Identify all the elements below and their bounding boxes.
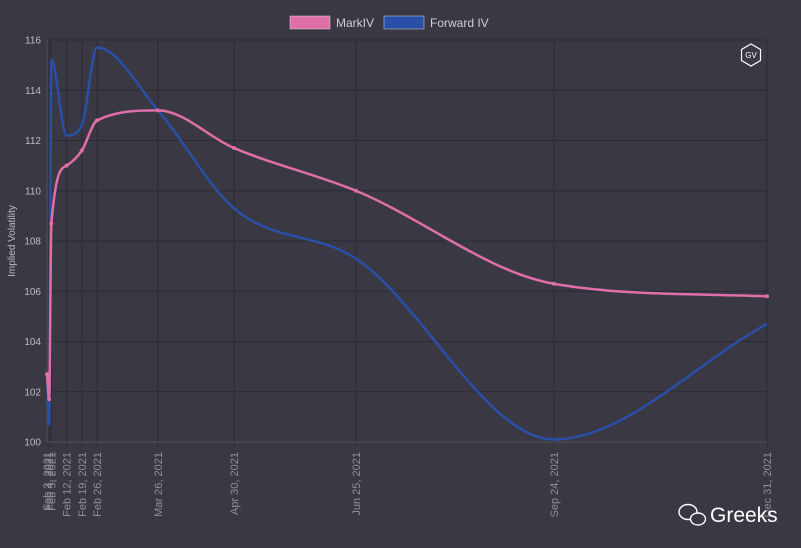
y-tick-label: 102 [24, 387, 41, 398]
x-tick-label: Feb 12, 2021 [62, 452, 74, 517]
legend-label-markiv: MarkIV [336, 16, 374, 30]
data-point-markiv [765, 294, 769, 299]
legend-swatch-forward-iv [383, 15, 425, 30]
data-point-markiv [79, 148, 84, 153]
legend-swatch-markiv [289, 15, 331, 30]
x-tick-label: Feb 19, 2021 [77, 452, 89, 517]
y-tick-label: 114 [25, 86, 41, 97]
x-tick-label: Feb 3, 2021 [42, 452, 54, 511]
series-line-markiv [45, 109, 768, 401]
y-tick-label: 106 [24, 287, 41, 298]
x-tick-label: Mar 26, 2021 [153, 452, 165, 517]
data-point-markiv [155, 108, 160, 113]
y-tick-label: 116 [25, 36, 41, 47]
x-tick-label: Feb 4, 2021 [44, 452, 56, 511]
legend-label-forward-iv: Forward IV [430, 16, 489, 30]
chat-bubble-icon-secondary [689, 512, 707, 526]
data-point-markiv [64, 163, 69, 168]
chat-bubble-icon [678, 503, 698, 521]
logo-hexagon-icon [740, 43, 762, 67]
x-tick-label: Dec 31, 2021 [762, 452, 774, 517]
data-point-markiv [47, 397, 52, 402]
data-point-markiv [49, 221, 54, 226]
data-point-markiv [95, 118, 100, 123]
x-tick-label: Sep 24, 2021 [549, 452, 561, 517]
data-point-markiv [232, 146, 237, 151]
watermark-brand-text: Greeks [710, 504, 778, 527]
y-tick-label: 110 [25, 186, 41, 197]
data-point-markiv [353, 188, 358, 193]
y-tick-label: 100 [24, 438, 41, 449]
y-tick-label: 112 [25, 136, 41, 147]
x-tick-label: Feb 5, 2021 [46, 452, 58, 511]
x-tick-label: Apr 30, 2021 [229, 452, 241, 515]
data-point-markiv [551, 281, 556, 286]
y-tick-label: 104 [24, 337, 41, 348]
y-tick-label: 108 [24, 237, 41, 248]
data-point-markiv [45, 372, 49, 377]
logo-badge-text: GV [745, 51, 757, 60]
series-line-forward-iv [45, 46, 768, 441]
x-tick-label: Jun 25, 2021 [351, 452, 363, 516]
y-axis-title: Implied Volatility [7, 205, 18, 277]
x-tick-label: Feb 26, 2021 [92, 452, 104, 517]
